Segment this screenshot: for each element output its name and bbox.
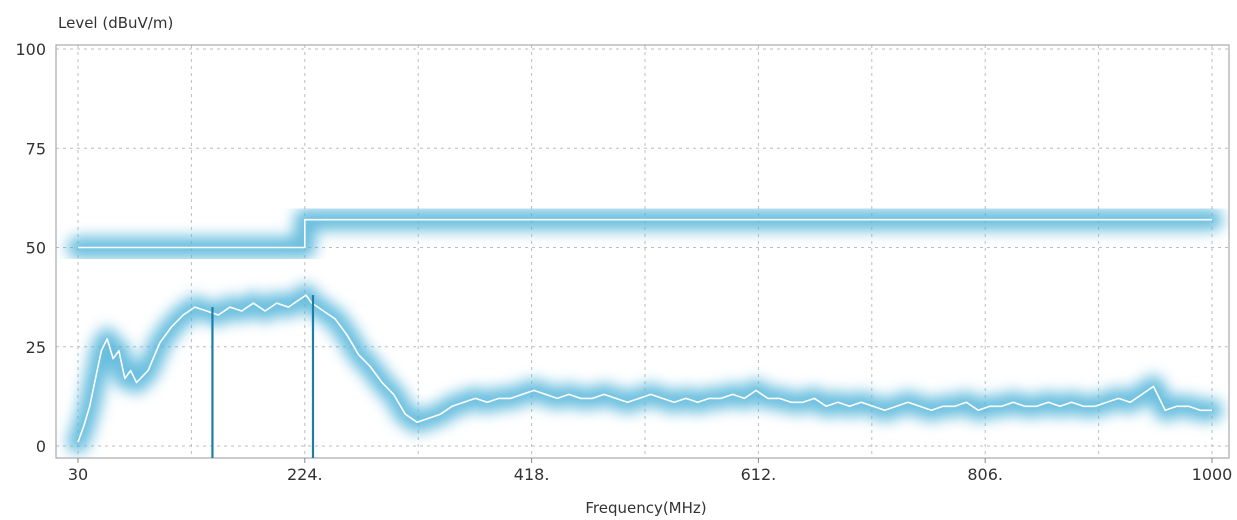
x-tick-label: 224.	[287, 465, 323, 484]
limit-line	[78, 218, 1212, 249]
plot-frame	[55, 44, 1230, 459]
y-tick-label: 100	[15, 40, 46, 59]
x-tick-labels: 30 224. 418. 612. 806. 1000	[68, 458, 1233, 484]
y-tick-label: 0	[36, 437, 46, 456]
y-axis-title: Level (dBuV/m)	[58, 14, 173, 32]
y-tick-label: 50	[26, 239, 46, 258]
x-tick-label: 612.	[741, 465, 777, 484]
y-tick-label: 25	[26, 338, 46, 357]
y-tick-label: 75	[26, 139, 46, 158]
x-tick-label: 418.	[514, 465, 550, 484]
x-tick-label: 1000	[1192, 465, 1233, 484]
x-tick-label: 806.	[967, 465, 1003, 484]
x-axis-title: Frequency(MHz)	[585, 499, 706, 517]
y-tick-labels: 0 25 50 75 100	[15, 40, 46, 456]
measurement-line	[77, 294, 1212, 443]
series-layer	[67, 208, 1223, 458]
x-tick-label: 30	[68, 465, 88, 484]
